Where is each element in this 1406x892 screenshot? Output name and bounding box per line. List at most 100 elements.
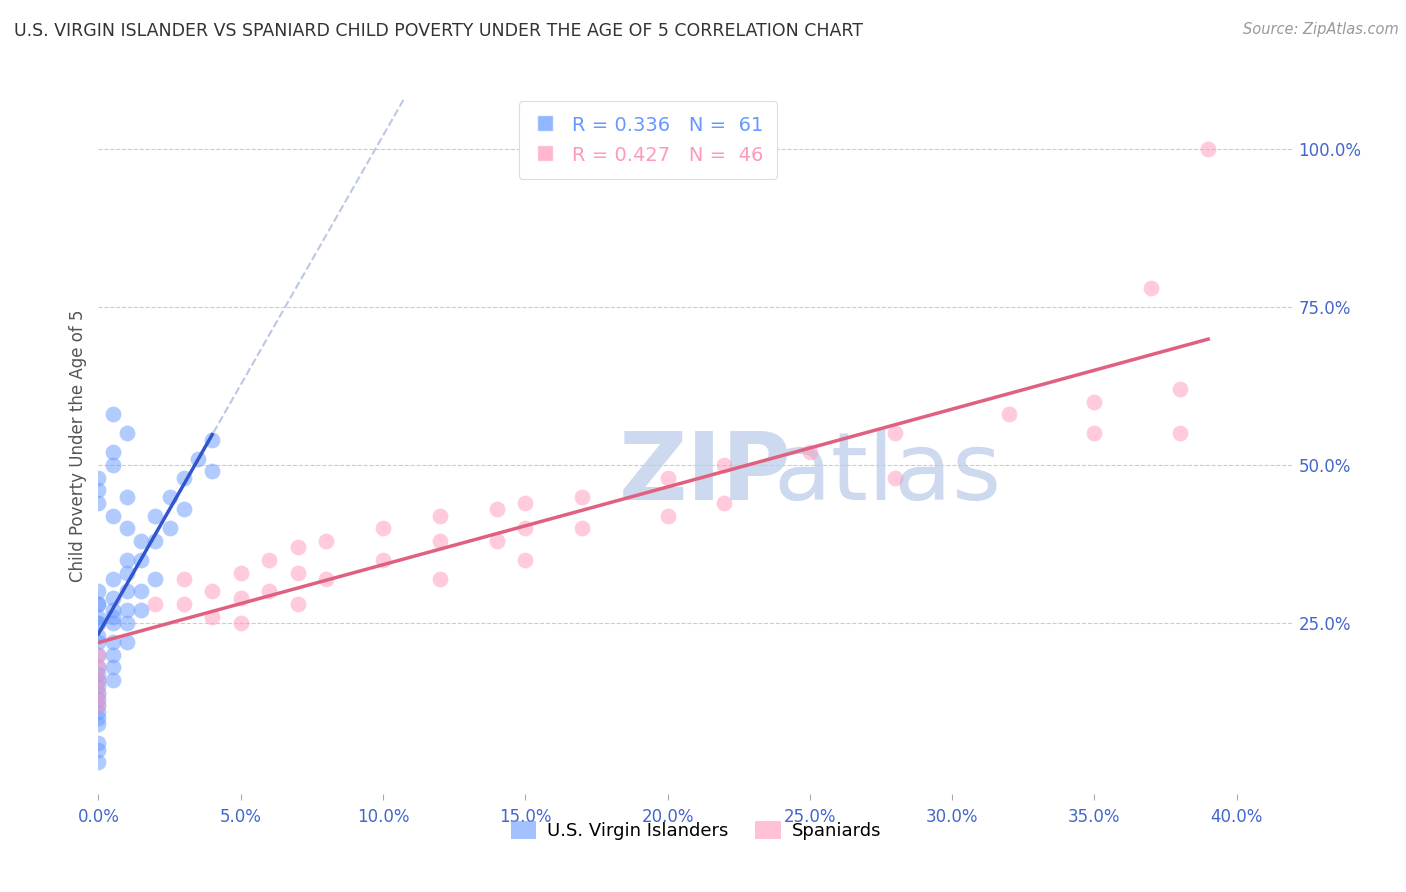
Point	[87, 756, 110, 770]
Point	[129, 584, 152, 599]
Point	[87, 616, 110, 631]
Point	[87, 648, 110, 662]
Point	[713, 496, 735, 510]
Point	[87, 483, 110, 498]
Point	[201, 433, 224, 447]
Point	[101, 660, 124, 674]
Point	[87, 609, 110, 624]
Point	[87, 597, 110, 611]
Point	[173, 572, 195, 586]
Point	[101, 458, 124, 472]
Point	[515, 496, 537, 510]
Point	[1140, 281, 1163, 295]
Point	[101, 591, 124, 605]
Point	[115, 616, 138, 631]
Point	[115, 566, 138, 580]
Text: ZIP: ZIP	[619, 428, 792, 520]
Point	[159, 490, 181, 504]
Point	[229, 566, 252, 580]
Point	[799, 445, 821, 459]
Point	[87, 660, 110, 674]
Point	[287, 540, 309, 554]
Point	[257, 584, 280, 599]
Point	[657, 508, 679, 523]
Point	[143, 597, 166, 611]
Point	[101, 648, 124, 662]
Point	[87, 742, 110, 756]
Point	[87, 717, 110, 731]
Point	[101, 508, 124, 523]
Point	[87, 705, 110, 719]
Point	[201, 584, 224, 599]
Point	[115, 584, 138, 599]
Point	[515, 521, 537, 535]
Point	[143, 508, 166, 523]
Point	[87, 470, 110, 484]
Point	[1168, 426, 1191, 441]
Point	[229, 616, 252, 631]
Text: atlas: atlas	[773, 428, 1002, 520]
Point	[884, 470, 907, 484]
Point	[143, 533, 166, 548]
Point	[87, 673, 110, 687]
Point	[257, 553, 280, 567]
Point	[115, 521, 138, 535]
Point	[287, 566, 309, 580]
Point	[87, 698, 110, 713]
Point	[315, 533, 337, 548]
Point	[87, 597, 110, 611]
Point	[657, 470, 679, 484]
Point	[713, 458, 735, 472]
Point	[87, 584, 110, 599]
Point	[571, 490, 593, 504]
Point	[87, 635, 110, 649]
Point	[87, 736, 110, 750]
Point	[87, 629, 110, 643]
Point	[87, 648, 110, 662]
Point	[173, 470, 195, 484]
Point	[115, 635, 138, 649]
Point	[87, 686, 110, 700]
Point	[115, 603, 138, 617]
Point	[115, 490, 138, 504]
Point	[1083, 394, 1105, 409]
Point	[87, 660, 110, 674]
Point	[1197, 142, 1219, 156]
Text: U.S. VIRGIN ISLANDER VS SPANIARD CHILD POVERTY UNDER THE AGE OF 5 CORRELATION CH: U.S. VIRGIN ISLANDER VS SPANIARD CHILD P…	[14, 22, 863, 40]
Point	[87, 496, 110, 510]
Point	[485, 502, 508, 516]
Point	[429, 508, 451, 523]
Point	[229, 591, 252, 605]
Point	[998, 408, 1021, 422]
Point	[87, 679, 110, 693]
Point	[101, 609, 124, 624]
Point	[884, 426, 907, 441]
Point	[129, 553, 152, 567]
Point	[101, 673, 124, 687]
Point	[101, 635, 124, 649]
Point	[201, 609, 224, 624]
Point	[173, 597, 195, 611]
Point	[1083, 426, 1105, 441]
Point	[1168, 382, 1191, 396]
Point	[429, 572, 451, 586]
Point	[429, 533, 451, 548]
Point	[115, 553, 138, 567]
Point	[101, 616, 124, 631]
Point	[87, 711, 110, 725]
Point	[101, 445, 124, 459]
Point	[129, 533, 152, 548]
Point	[371, 521, 394, 535]
Point	[371, 553, 394, 567]
Point	[315, 572, 337, 586]
Point	[515, 553, 537, 567]
Point	[173, 502, 195, 516]
Text: Source: ZipAtlas.com: Source: ZipAtlas.com	[1243, 22, 1399, 37]
Point	[87, 616, 110, 631]
Point	[159, 521, 181, 535]
Point	[87, 692, 110, 706]
Point	[571, 521, 593, 535]
Point	[87, 698, 110, 713]
Point	[201, 464, 224, 478]
Point	[101, 572, 124, 586]
